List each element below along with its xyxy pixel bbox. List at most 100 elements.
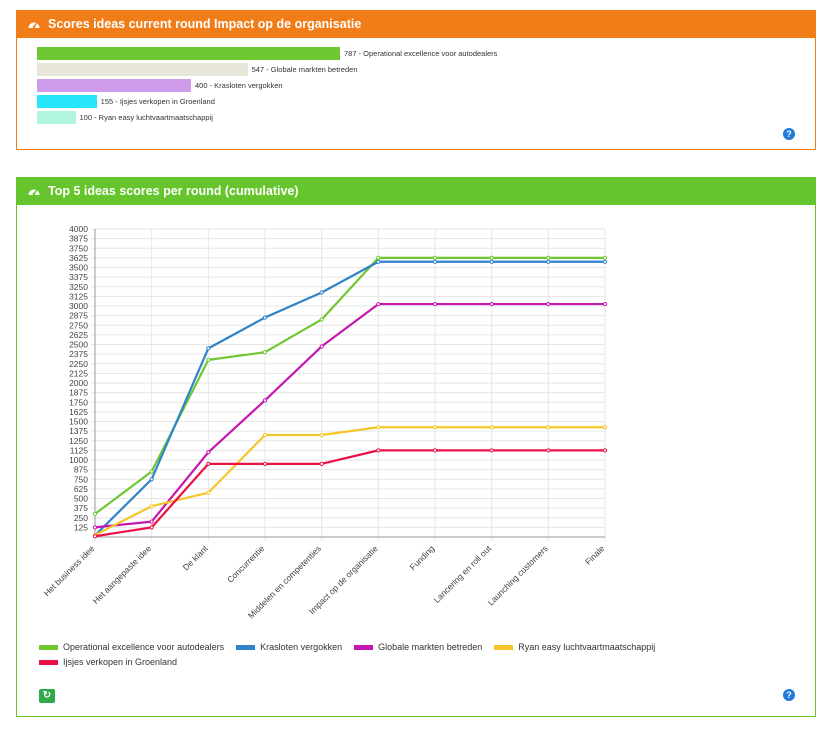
- data-point: [602, 259, 608, 264]
- series-line: [94, 260, 605, 537]
- data-point: [546, 259, 551, 264]
- y-tick-label: 1375: [69, 426, 88, 436]
- bar: [37, 47, 340, 60]
- bar-row: 100 - Ryan easy luchtvaartmaatschappij: [37, 111, 213, 124]
- data-point: [376, 425, 381, 430]
- scores-current-round-panel: Scores ideas current round Impact op de …: [16, 10, 816, 150]
- legend-label: Ijsjes verkopen in Groenland: [63, 657, 178, 667]
- data-point: [432, 301, 438, 307]
- data-point: [602, 448, 608, 453]
- bar-row: 547 - Globale markten betreden: [37, 63, 358, 76]
- series-line: [94, 426, 605, 537]
- legend-label: Krasloten vergokken: [260, 642, 343, 652]
- legend-item[interactable]: Krasloten vergokken: [236, 640, 342, 655]
- data-point: [206, 346, 211, 351]
- data-point: [546, 255, 551, 260]
- x-tick-label: Funding: [408, 543, 437, 572]
- y-tick-label: 4000: [69, 224, 88, 234]
- y-tick-label: 250: [74, 513, 88, 523]
- bar-label: 100 - Ryan easy luchtvaartmaatschappij: [79, 113, 213, 122]
- data-point: [149, 504, 154, 509]
- data-point: [262, 350, 268, 355]
- data-point: [432, 448, 438, 453]
- x-tick-label: Finale: [583, 543, 607, 567]
- legend-swatch: [39, 660, 58, 666]
- data-point: [376, 255, 381, 260]
- help-icon[interactable]: ?: [783, 128, 795, 140]
- y-tick-label: 750: [74, 474, 88, 484]
- data-point: [376, 448, 381, 453]
- data-point: [149, 525, 154, 530]
- data-point: [376, 259, 381, 264]
- data-point: [489, 301, 494, 307]
- data-point: [262, 315, 268, 320]
- line-chart: 1252503755006257508751000112512501375150…: [42, 224, 608, 621]
- y-tick-label: 375: [74, 503, 88, 513]
- y-tick-label: 1625: [69, 407, 88, 417]
- data-point: [92, 511, 98, 516]
- data-point: [489, 425, 494, 430]
- data-point: [432, 425, 438, 430]
- data-point: [149, 519, 154, 524]
- data-point: [546, 301, 551, 307]
- dashboard-icon: [28, 189, 40, 195]
- y-tick-label: 2500: [69, 340, 88, 350]
- data-point: [206, 490, 211, 495]
- data-point: [602, 425, 608, 430]
- panel-title: Top 5 ideas scores per round (cumulative…: [48, 184, 299, 198]
- data-point: [489, 259, 494, 264]
- y-tick-label: 1125: [70, 445, 89, 455]
- data-point: [546, 448, 551, 453]
- data-point: [602, 301, 608, 307]
- y-tick-label: 2625: [69, 330, 88, 340]
- bar-label: 787 - Operational excellence voor autode…: [344, 49, 498, 58]
- data-point: [149, 477, 154, 482]
- bar-label: 155 - Ijsjes verkopen in Groenland: [100, 97, 215, 106]
- help-icon[interactable]: ?: [783, 689, 795, 701]
- y-tick-label: 1500: [69, 417, 88, 427]
- y-tick-label: 2875: [69, 311, 88, 321]
- y-tick-label: 2375: [69, 349, 88, 359]
- legend-item[interactable]: Ryan easy luchtvaartmaatschappij: [494, 640, 655, 655]
- y-tick-label: 2000: [69, 378, 88, 388]
- y-tick-label: 3625: [69, 253, 88, 263]
- data-point: [149, 469, 154, 474]
- panel-title: Scores ideas current round Impact op de …: [48, 17, 362, 31]
- legend-item[interactable]: Ijsjes verkopen in Groenland: [39, 655, 177, 670]
- data-point: [319, 317, 324, 322]
- bar-row: 155 - Ijsjes verkopen in Groenland: [37, 95, 215, 108]
- bar: [37, 95, 97, 108]
- legend-item[interactable]: Globale markten betreden: [354, 640, 482, 655]
- panel-header: Scores ideas current round Impact op de …: [17, 11, 815, 38]
- bar-row: 400 - Krasloten vergokken: [37, 79, 283, 92]
- legend-swatch: [39, 645, 58, 651]
- data-point: [206, 357, 211, 362]
- bar-row: 787 - Operational excellence voor autode…: [37, 47, 497, 60]
- legend-swatch: [236, 645, 256, 651]
- legend-label: Ryan easy luchtvaartmaatschappij: [518, 642, 656, 652]
- bar-label: 547 - Globale markten betreden: [251, 65, 358, 74]
- y-tick-label: 500: [74, 494, 88, 504]
- x-tick-label: Het business idee: [42, 543, 97, 598]
- data-point: [92, 525, 98, 530]
- data-point: [432, 259, 438, 264]
- y-tick-label: 2250: [69, 359, 88, 369]
- series-line: [94, 302, 605, 529]
- refresh-icon[interactable]: ↻: [39, 689, 55, 703]
- y-tick-label: 3375: [69, 272, 88, 282]
- data-point: [602, 255, 608, 260]
- data-point: [206, 450, 211, 455]
- y-tick-label: 3875: [69, 234, 88, 244]
- x-tick-label: De klant: [181, 543, 211, 573]
- panel-header: Top 5 ideas scores per round (cumulative…: [17, 178, 815, 205]
- legend-item[interactable]: Operational excellence voor autodealers: [39, 640, 224, 655]
- data-point: [262, 398, 268, 403]
- bar: [37, 63, 248, 76]
- y-tick-label: 3750: [69, 243, 88, 253]
- data-point: [319, 344, 324, 349]
- y-tick-label: 3250: [69, 282, 88, 292]
- x-tick-label: Concurrentie: [225, 543, 267, 585]
- y-tick-label: 1000: [69, 455, 88, 465]
- y-tick-label: 1250: [69, 436, 88, 446]
- data-point: [376, 301, 381, 307]
